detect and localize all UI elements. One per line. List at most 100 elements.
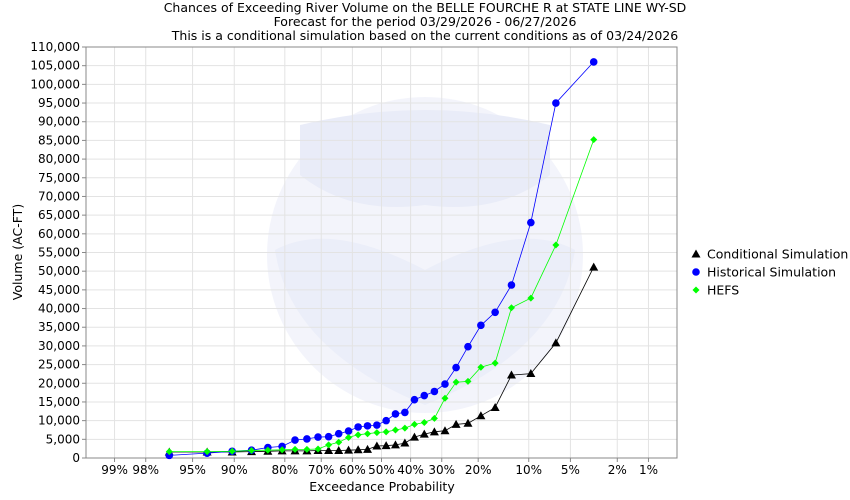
data-point-conditional-simulation [476, 411, 486, 420]
data-point-historical-simulation [464, 342, 472, 351]
data-point-conditional-simulation [381, 441, 391, 450]
data-point-conditional-simulation [419, 429, 429, 438]
series-layer [164, 58, 599, 460]
noaa-watermark-bird [300, 110, 550, 207]
data-point-conditional-simulation [440, 426, 450, 435]
x-tick-label: 98% [132, 463, 159, 477]
x-tick-label: 99% [101, 463, 128, 477]
y-tick-label: 85,000 [38, 133, 80, 147]
x-tick-label: 70% [308, 463, 335, 477]
data-point-conditional-simulation [363, 444, 373, 453]
data-point-hefs [391, 426, 399, 434]
data-point-hefs [552, 241, 560, 249]
data-point-conditional-simulation [429, 427, 439, 436]
data-point-conditional-simulation [526, 369, 536, 378]
data-point-historical-simulation [344, 427, 353, 435]
data-point-hefs [278, 446, 286, 454]
legend-marker-conditional-simulation [691, 249, 701, 258]
legend-item-historical-simulation: Historical Simulation [692, 265, 836, 280]
data-point-conditional-simulation [490, 403, 500, 412]
data-point-historical-simulation [324, 432, 333, 441]
data-point-historical-simulation [477, 321, 485, 330]
x-axis-ticks: 99% 98% 95% 90% 80% 70% 60% 50% 40% 30% 20% 10% 5% 2%… [101, 458, 658, 477]
data-point-historical-simulation [354, 423, 362, 431]
legend: Conditional Simulation Historical Simulat… [691, 247, 848, 298]
data-point-hefs [430, 414, 438, 422]
chart-title: Chances of Exceeding River Volume on the… [164, 0, 687, 15]
data-point-conditional-simulation [390, 440, 400, 449]
legend-label-conditional-simulation: Conditional Simulation [707, 247, 848, 262]
data-point-hefs [401, 424, 409, 432]
data-point-historical-simulation [382, 416, 390, 425]
data-point-hefs [491, 359, 499, 367]
data-point-hefs [228, 447, 236, 455]
data-point-hefs [507, 304, 515, 312]
data-point-historical-simulation [391, 410, 400, 418]
y-tick-label: 100,000 [30, 77, 80, 91]
x-tick-label: 20% [465, 463, 492, 477]
x-tick-label: 95% [179, 463, 206, 477]
data-point-historical-simulation [373, 421, 381, 429]
noaa-watermark [267, 97, 583, 413]
data-point-hefs [248, 447, 256, 455]
data-point-historical-simulation [410, 395, 419, 404]
data-point-historical-simulation [420, 391, 429, 400]
data-point-conditional-simulation [463, 418, 473, 427]
x-tick-label: 90% [221, 463, 248, 477]
y-tick-label: 35,000 [38, 320, 80, 334]
x-tick-label: 60% [339, 463, 366, 477]
y-tick-label: 75,000 [38, 171, 80, 185]
data-point-conditional-simulation [400, 438, 410, 447]
x-tick-label: 5% [561, 463, 580, 477]
data-point-hefs [373, 429, 381, 437]
y-tick-label: 95,000 [38, 96, 80, 110]
data-point-hefs [203, 448, 211, 456]
y-tick-label: 20,000 [38, 376, 80, 390]
y-tick-label: 105,000 [30, 59, 80, 73]
x-tick-label: 50% [368, 463, 395, 477]
data-point-historical-simulation [314, 433, 322, 441]
data-point-hefs [452, 378, 460, 386]
data-point-conditional-simulation [506, 370, 516, 379]
legend-marker-hefs [692, 286, 700, 294]
y-tick-label: 70,000 [38, 189, 80, 203]
data-point-historical-simulation [491, 308, 499, 317]
data-point-historical-simulation [334, 429, 343, 438]
x-tick-label: 1% [639, 463, 658, 477]
data-point-hefs [165, 448, 173, 456]
y-tick-label: 30,000 [38, 339, 80, 353]
data-point-historical-simulation [430, 387, 439, 396]
legend-label-hefs: HEFS [707, 283, 739, 298]
y-axis-ticks: 0 5,000 10,000 15,000 20,000 25,000 30,000 35,0… [30, 40, 86, 465]
data-point-hefs [335, 438, 343, 446]
x-tick-label: 2% [608, 463, 627, 477]
legend-item-hefs: HEFS [692, 283, 739, 298]
series-hefs [165, 136, 598, 456]
data-point-hefs [527, 294, 535, 302]
data-point-hefs [364, 430, 372, 438]
data-point-hefs [325, 441, 333, 449]
legend-marker-historical-simulation [692, 268, 700, 276]
y-tick-label: 25,000 [38, 358, 80, 372]
legend-label-historical-simulation: Historical Simulation [707, 265, 836, 280]
data-point-historical-simulation [452, 363, 460, 372]
data-point-conditional-simulation [589, 262, 599, 271]
x-tick-label: 80% [271, 463, 298, 477]
data-point-conditional-simulation [451, 419, 461, 428]
data-point-hefs [477, 363, 485, 371]
data-point-hefs [303, 445, 311, 453]
y-tick-label: 55,000 [38, 246, 80, 260]
y-tick-label: 15,000 [38, 395, 80, 409]
data-point-historical-simulation [441, 380, 449, 388]
y-tick-label: 50,000 [38, 264, 80, 278]
y-tick-label: 110,000 [30, 40, 80, 54]
y-tick-label: 80,000 [38, 152, 80, 166]
y-tick-label: 90,000 [38, 115, 80, 129]
data-point-hefs [354, 431, 362, 439]
x-tick-label: 30% [428, 463, 455, 477]
y-tick-label: 60,000 [38, 227, 80, 241]
data-point-conditional-simulation [324, 446, 334, 455]
data-point-hefs [410, 420, 418, 428]
data-point-hefs [382, 428, 390, 436]
data-point-conditional-simulation [344, 445, 354, 454]
